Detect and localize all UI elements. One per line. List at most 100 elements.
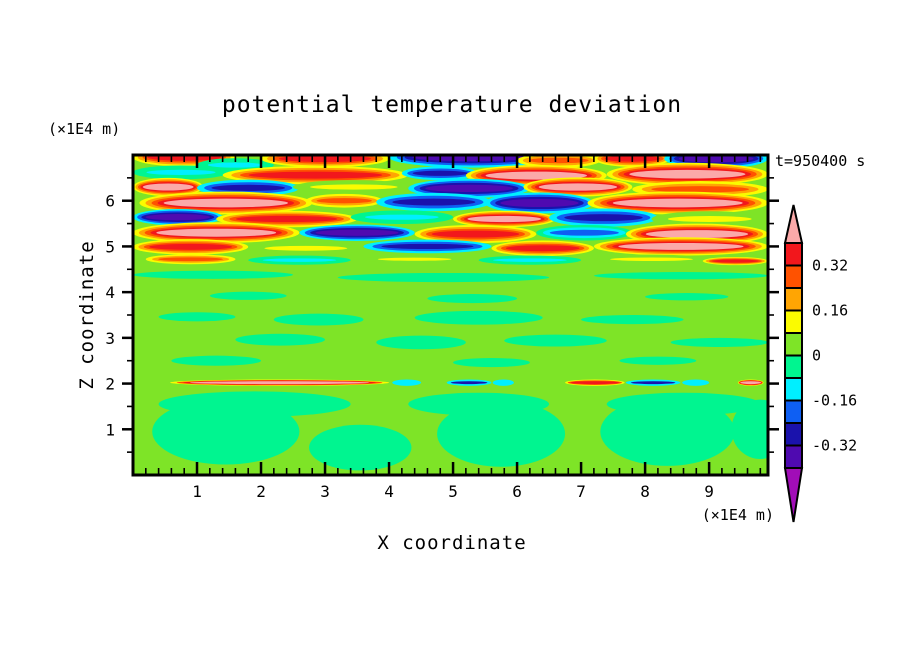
field-mid-patch bbox=[337, 272, 550, 283]
colorbar-segment bbox=[784, 399, 803, 424]
z-tick-label: 5 bbox=[105, 237, 115, 256]
x-axis-unit-label: (×1E4 m) bbox=[702, 506, 774, 524]
x-tick-label: 5 bbox=[448, 482, 458, 501]
field-shear-segment bbox=[450, 381, 488, 385]
field-streak-ring bbox=[711, 259, 759, 263]
colorbar-tick-label: -0.16 bbox=[812, 392, 857, 410]
x-tick-label: 2 bbox=[256, 482, 266, 501]
field-mid-patch bbox=[376, 335, 466, 350]
field-streak-ring bbox=[667, 216, 752, 222]
plot-title: potential temperature deviation bbox=[222, 92, 682, 118]
field-shear-segment bbox=[392, 379, 422, 386]
field-mid-patch bbox=[453, 357, 530, 368]
field-bottom-lobe bbox=[437, 400, 566, 467]
field-mid-patch bbox=[645, 293, 729, 301]
colorbar-arrow-top bbox=[783, 204, 804, 244]
z-tick-label: 2 bbox=[105, 375, 115, 394]
field-streak-ring bbox=[207, 162, 264, 168]
field-mid-patch bbox=[414, 310, 543, 325]
field-streak-ring bbox=[425, 184, 513, 193]
field-streak-ring bbox=[156, 228, 277, 237]
field-bottom-lobe bbox=[408, 392, 550, 416]
field-mid-patch bbox=[209, 291, 287, 300]
field-streak-ring bbox=[377, 257, 452, 261]
contour-field bbox=[133, 155, 768, 475]
field-streak-ring bbox=[538, 183, 618, 191]
field-mid-patch bbox=[171, 355, 262, 366]
field-mid-patch bbox=[158, 312, 236, 322]
axis-ticks: 1 2 3 4 5 6 7 8 9 1 2 3 4 5 6 bbox=[105, 156, 779, 501]
field-streak-ring bbox=[364, 214, 439, 220]
z-tick-label: 1 bbox=[105, 420, 115, 439]
field-mid-patch bbox=[427, 293, 518, 304]
field-shear-segment bbox=[189, 381, 370, 385]
x-tick-label: 6 bbox=[512, 482, 522, 501]
field-streak-ring bbox=[316, 198, 372, 204]
colorbar-segment bbox=[784, 377, 803, 402]
field-streak-ring bbox=[467, 215, 542, 223]
field-streak-ring bbox=[493, 258, 567, 262]
colorbar-segment bbox=[784, 264, 803, 289]
field-streak-ring bbox=[235, 215, 338, 223]
field-streak-ring bbox=[310, 184, 398, 190]
field-streak-ring bbox=[612, 198, 743, 208]
field-streak-ring bbox=[145, 214, 211, 221]
field-streak-ring bbox=[645, 230, 749, 239]
field-mid-patch bbox=[504, 334, 607, 347]
field-streak-ring bbox=[485, 171, 587, 180]
field-shear-segment bbox=[630, 381, 676, 385]
field-streak-ring bbox=[392, 198, 476, 206]
colorbar-segment bbox=[784, 287, 803, 312]
z-tick-label: 4 bbox=[105, 283, 115, 302]
x-tick-label: 8 bbox=[640, 482, 650, 501]
field-streak-ring bbox=[149, 243, 233, 250]
field-mid-patch bbox=[619, 356, 697, 365]
field-bottom-lobe bbox=[158, 391, 351, 417]
colorbar-tick-label: 0 bbox=[812, 347, 821, 365]
colorbar: 0.32 0.16 0 -0.16 -0.32 bbox=[783, 204, 857, 523]
colorbar-segment bbox=[784, 444, 803, 469]
field-shear-segment bbox=[492, 379, 514, 386]
field-bottom-lobe bbox=[606, 392, 761, 416]
field-streak-ring bbox=[528, 157, 589, 164]
colorbar-tick-label: 0.32 bbox=[812, 257, 848, 275]
field-streak-ring bbox=[142, 183, 194, 191]
colorbar-tick-label: 0.16 bbox=[812, 302, 848, 320]
field-mid-patch bbox=[235, 333, 326, 346]
x-axis-title: X coordinate bbox=[377, 532, 526, 554]
field-streak-ring bbox=[549, 229, 619, 236]
field-streak-ring bbox=[629, 169, 746, 179]
x-tick-label: 4 bbox=[384, 482, 394, 501]
field-mid-patch bbox=[581, 315, 684, 325]
field-streak-ring bbox=[564, 214, 643, 222]
field-mid-patch bbox=[273, 313, 364, 326]
colorbar-segment bbox=[784, 332, 803, 357]
field-streak-ring bbox=[315, 229, 399, 236]
z-tick-label: 3 bbox=[105, 329, 115, 348]
field-streak-ring bbox=[262, 258, 337, 262]
field-streak-ring bbox=[412, 170, 468, 176]
field-mid-patch bbox=[593, 272, 768, 280]
field-streak-ring bbox=[158, 257, 223, 262]
field-streak-ring bbox=[610, 257, 693, 261]
y-axis-title: Z coordinate bbox=[76, 240, 98, 389]
field-streak-ring bbox=[505, 245, 580, 252]
field-streak-ring bbox=[163, 198, 289, 208]
field-shear-segment bbox=[682, 379, 710, 386]
field-streak-ring bbox=[211, 184, 286, 192]
colorbar-segment bbox=[784, 309, 803, 334]
field-streak-ring bbox=[651, 186, 750, 193]
colorbar-segment bbox=[784, 422, 803, 447]
colorbar-arrow-bottom bbox=[783, 467, 804, 523]
x-tick-label: 9 bbox=[704, 482, 714, 501]
field-streak-ring bbox=[412, 155, 533, 162]
field-streak-ring bbox=[618, 242, 744, 250]
plot-frame bbox=[131, 153, 770, 477]
x-tick-label: 3 bbox=[320, 482, 330, 501]
z-tick-label: 6 bbox=[105, 192, 115, 211]
field-streak-ring bbox=[381, 243, 474, 250]
timestamp-label: t=950400 s bbox=[775, 152, 865, 170]
y-axis-unit-label: (×1E4 m) bbox=[48, 120, 120, 138]
